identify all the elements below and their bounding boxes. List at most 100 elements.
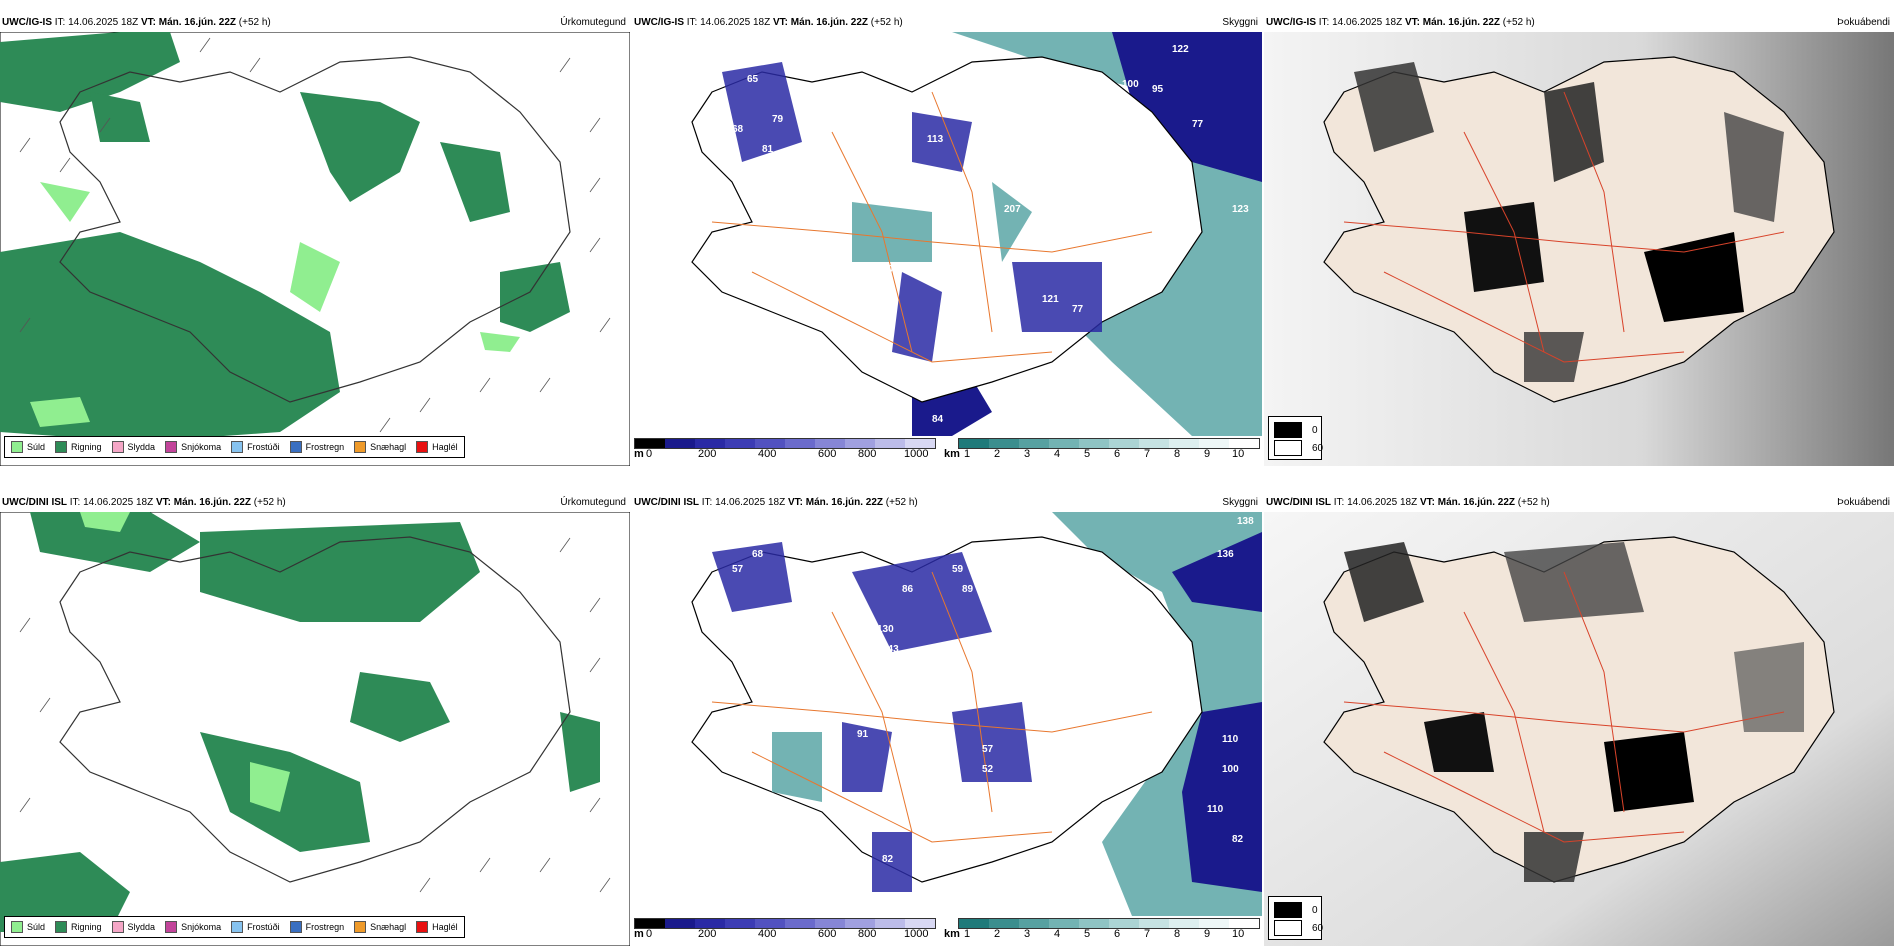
panel-title: Skyggni [1222, 497, 1258, 508]
fog-legend-row: 60 [1274, 920, 1323, 936]
panel-header: UWC/IG-IS IT: 14.06.2025 18Z VT: Mán. 16… [1264, 14, 1894, 32]
panel-header: UWC/IG-IS IT: 14.06.2025 18Z VT: Mán. 16… [0, 14, 630, 32]
cloud-label: 95 [1152, 84, 1164, 95]
cloud-panel-bottom: UWC/DINI ISL IT: 14.06.2025 18Z VT: Mán.… [632, 494, 1262, 946]
visibility-colorbar [958, 918, 1260, 929]
panel-title: Skyggni [1222, 17, 1258, 28]
precip-type-legend: Súld Rigning Slydda Snjókoma Frostúði Fr… [4, 916, 465, 938]
swatch-sudd [11, 441, 23, 453]
legend-item: Haglél [416, 921, 458, 933]
cloud-label: 122 [1172, 44, 1189, 55]
dewpoint-panel-bottom: UWC/DINI ISL IT: 14.06.2025 18Z VT: Mán.… [1264, 494, 1894, 946]
fog-swatch-high [1274, 440, 1302, 456]
panel-title: Þokuábendi [1837, 497, 1890, 508]
fog-legend: 0 60 [1268, 896, 1323, 940]
cloud-label: 143 [882, 644, 899, 655]
swatch-snjokoma [165, 441, 178, 453]
cloud-label: 59 [952, 564, 964, 575]
model-name: UWC/DINI ISL [2, 497, 67, 508]
swatch-sudd [11, 921, 23, 933]
fog-swatch-high [1274, 920, 1302, 936]
cloud-label: 77 [1192, 119, 1204, 130]
swatch-snjokoma [165, 921, 178, 933]
panel-header: UWC/DINI ISL IT: 14.06.2025 18Z VT: Mán.… [1264, 494, 1894, 512]
cloud-label: 110 [1222, 734, 1239, 745]
cloud-label: 207 [1004, 204, 1021, 215]
swatch-haglel [416, 441, 429, 453]
cloud-map: 57 68 86 89 59 130 143 91 57 52 82 110 1… [632, 512, 1262, 916]
swatch-frostregn [289, 921, 302, 933]
legend-item: Frostregn [289, 441, 344, 453]
legend-item: Súld [11, 921, 45, 933]
legend-item: Rigning [55, 441, 102, 453]
cloud-label: 57 [982, 744, 994, 755]
cloud-label: 65 [747, 74, 759, 85]
colorbars: m 0 200 400 600 800 1000 km 1 2 3 4 5 6 … [632, 438, 1262, 464]
precip-panel-bottom: UWC/DINI ISL IT: 14.06.2025 18Z VT: Mán.… [0, 494, 630, 946]
legend-item: Frostregn [289, 921, 344, 933]
cloud-label: 84 [932, 414, 944, 425]
cloud-label: 138 [1237, 516, 1254, 527]
cloud-label: 82 [882, 854, 894, 865]
cloud-base-colorbar [634, 438, 936, 449]
swatch-frostudi [231, 921, 244, 933]
cloud-label: 81 [762, 144, 774, 155]
cloud-label: 68 [752, 549, 764, 560]
legend-item: Snæhagl [354, 921, 406, 933]
panel-header: UWC/DINI ISL IT: 14.06.2025 18Z VT: Mán.… [632, 494, 1262, 512]
legend-item: Rigning [55, 921, 102, 933]
fog-legend-row: 0 [1274, 902, 1318, 918]
fog-map [1264, 32, 1894, 466]
fog-swatch-low [1274, 902, 1302, 918]
precip-map [0, 32, 630, 466]
cloud-label: 57 [732, 564, 744, 575]
precip-panel-top: UWC/IG-IS IT: 14.06.2025 18Z VT: Mán. 16… [0, 14, 630, 466]
visibility-colorbar [958, 438, 1260, 449]
cloud-label: 89 [962, 584, 974, 595]
colorbars: m 0 200 400 600 800 1000 km 1 2 3 4 5 6 … [632, 918, 1262, 944]
legend-item: Frostúði [231, 441, 280, 453]
legend-item: Haglél [416, 441, 458, 453]
precip-map [0, 512, 630, 946]
model-name: UWC/IG-IS [2, 17, 52, 28]
legend-item: Slydda [111, 441, 155, 453]
cloud-label: 93 [872, 299, 884, 310]
fog-swatch-low [1274, 422, 1302, 438]
dewpoint-panel-top: UWC/IG-IS IT: 14.06.2025 18Z VT: Mán. 16… [1264, 14, 1894, 466]
cloud-label: 91 [857, 729, 869, 740]
swatch-snaehagl [354, 441, 367, 453]
swatch-frostregn [289, 441, 302, 453]
panel-title: Þokuábendi [1837, 17, 1890, 28]
cloud-map: 65 79 68 81 113 207 50 93 121 77 100 95 … [632, 32, 1262, 436]
swatch-slydda [111, 441, 124, 453]
cloud-label: 79 [772, 114, 784, 125]
swatch-rigning [55, 441, 68, 453]
panel-title: Úrkomutegund [560, 17, 626, 28]
fog-legend-row: 60 [1274, 440, 1323, 456]
cloud-label: 68 [732, 124, 744, 135]
panel-title: Úrkomutegund [560, 497, 626, 508]
legend-item: Súld [11, 441, 45, 453]
swatch-haglel [416, 921, 429, 933]
swatch-rigning [55, 921, 68, 933]
panel-header: UWC/IG-IS IT: 14.06.2025 18Z VT: Mán. 16… [632, 14, 1262, 32]
cloud-label: 100 [1222, 764, 1239, 775]
cloud-panel-top: UWC/IG-IS IT: 14.06.2025 18Z VT: Mán. 16… [632, 14, 1262, 466]
cloud-label: 121 [1042, 294, 1059, 305]
cloud-label: 52 [982, 764, 994, 775]
swatch-slydda [111, 921, 124, 933]
swatch-snaehagl [354, 921, 367, 933]
legend-item: Slydda [111, 921, 155, 933]
panel-header: UWC/DINI ISL IT: 14.06.2025 18Z VT: Mán.… [0, 494, 630, 512]
cloud-label: 136 [1217, 549, 1234, 560]
legend-item: Snjókoma [165, 921, 221, 933]
cloud-label: 113 [927, 134, 944, 145]
cloud-base-colorbar [634, 918, 936, 929]
visibility-unit: km [944, 448, 960, 460]
cloud-label: 82 [1232, 834, 1244, 845]
cloud-label: 86 [902, 584, 914, 595]
cloud-label: 123 [1232, 204, 1249, 215]
cloud-label: 77 [1072, 304, 1084, 315]
precip-type-legend: Súld Rigning Slydda Snjókoma Frostúði Fr… [4, 436, 465, 458]
cloud-label: 110 [1207, 804, 1224, 815]
